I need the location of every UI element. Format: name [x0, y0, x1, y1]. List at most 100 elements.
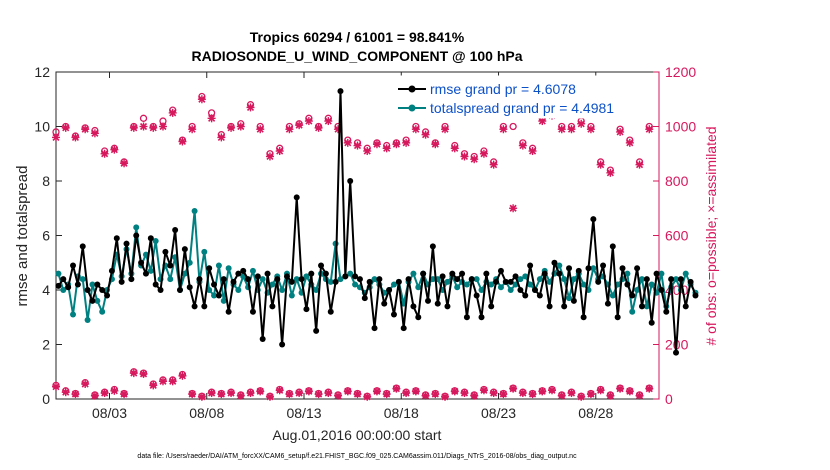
rmse-point — [128, 276, 135, 283]
rmse-point — [113, 235, 120, 242]
obs-assimilated-marker — [149, 381, 158, 390]
totalspread-point — [648, 281, 655, 288]
obs-assimilated-marker — [246, 389, 255, 398]
rmse-point — [600, 262, 607, 269]
x-tick-label: 08/23 — [481, 405, 516, 421]
totalspread-point — [478, 287, 485, 293]
rmse-point — [104, 292, 111, 299]
totalspread-point — [410, 270, 417, 277]
obs-assimilated-marker — [625, 387, 634, 396]
rmse-point — [570, 297, 577, 304]
obs-assimilated-marker — [411, 387, 420, 396]
totalspread-point — [673, 276, 680, 283]
obs-assimilated-marker — [81, 125, 90, 134]
obs-assimilated-marker — [178, 371, 187, 380]
rmse-point — [629, 292, 636, 299]
rmse-point — [191, 303, 198, 310]
rmse-point — [167, 262, 174, 269]
rmse-point — [245, 276, 252, 283]
rmse-point — [259, 336, 266, 343]
obs-assimilated-marker — [499, 125, 508, 134]
rmse-point — [235, 270, 242, 277]
obs-assimilated-marker — [616, 127, 625, 136]
rmse-point — [79, 243, 86, 250]
left-tick-label: 12 — [34, 64, 50, 80]
totalspread-point — [561, 276, 568, 283]
obs-assimilated-marker — [227, 389, 236, 398]
obs-assimilated-marker — [120, 159, 129, 168]
obs-assimilated-marker — [586, 390, 595, 399]
totalspread-point — [70, 311, 77, 318]
x-tick-label: 08/08 — [189, 405, 224, 421]
totalspread-point — [638, 276, 645, 283]
obs-assimilated-marker — [197, 392, 206, 401]
rmse-point — [580, 314, 587, 321]
totalspread-point — [288, 292, 295, 299]
obs-assimilated-marker — [168, 377, 177, 386]
rmse-point — [677, 276, 684, 283]
obs-assimilated-marker — [149, 123, 158, 132]
rmse-point — [298, 276, 305, 283]
rmse-point — [381, 300, 388, 307]
obs-assimilated-marker — [577, 119, 586, 128]
rmse-point — [624, 281, 631, 288]
obs-assimilated-marker — [110, 145, 119, 154]
totalspread-point — [84, 316, 91, 323]
totalspread-point — [327, 278, 334, 285]
y-axis-label-left: rmse and totalspread — [14, 166, 31, 307]
left-tick-label: 0 — [42, 391, 50, 407]
totalspread-point — [313, 287, 320, 293]
rmse-point — [653, 270, 660, 277]
totalspread-point — [463, 281, 470, 288]
rmse-point — [405, 276, 412, 283]
rmse-point — [566, 265, 573, 272]
plot-area — [55, 71, 660, 400]
obs-assimilated-marker — [81, 380, 90, 389]
obs-assimilated-marker — [372, 140, 381, 149]
rmse-point — [522, 292, 529, 299]
rmse-point — [502, 278, 509, 285]
rmse-point — [668, 276, 675, 283]
rmse-point — [371, 325, 378, 332]
totalspread-point — [522, 273, 529, 280]
obs-assimilated-marker — [61, 123, 70, 132]
obs-assimilated-marker — [635, 160, 644, 169]
rmse-point — [342, 273, 349, 280]
totalspread-point — [303, 273, 310, 280]
obs-assimilated-marker — [421, 130, 430, 139]
left-tick-label: 8 — [42, 173, 50, 189]
x-axis: 08/03 08/08 08/13 08/18 08/23 08/28 — [92, 72, 614, 421]
rmse-point — [390, 311, 397, 318]
left-tick-label: 4 — [42, 282, 50, 298]
totalspread-point — [347, 270, 354, 277]
rmse-point — [575, 267, 582, 274]
obs-assimilated-marker — [450, 387, 459, 396]
rmse-point — [313, 327, 320, 334]
obs-assimilated-marker — [129, 123, 138, 132]
right-tick-label: 1200 — [665, 64, 696, 80]
legend: rmse grand pr = 4.6078 totalspread grand… — [393, 75, 649, 119]
legend-spread-label: totalspread grand pr = 4.4981 — [430, 100, 614, 116]
obs-assimilated-marker — [363, 392, 372, 401]
obs-assimilated-marker — [441, 125, 450, 134]
totalspread-point — [225, 265, 232, 272]
rmse-point — [94, 281, 101, 288]
obs-assimilated-marker — [616, 384, 625, 393]
chart-title-line2: RADIOSONDE_U_WIND_COMPONENT @ 100 hPa — [191, 48, 522, 64]
obs-assimilated-marker — [295, 389, 304, 398]
rmse-point — [177, 287, 184, 293]
totalspread-point — [371, 276, 378, 283]
totalspread-point — [507, 287, 514, 293]
left-tick-label: 6 — [42, 228, 50, 244]
rmse-point — [595, 278, 602, 285]
rmse-point — [604, 300, 611, 307]
rmse-point — [454, 276, 461, 283]
obs-assimilated-marker — [518, 389, 527, 398]
obs-assimilated-marker — [411, 125, 420, 134]
rmse-point — [99, 287, 106, 293]
obs-assimilated-marker — [489, 160, 498, 169]
totalspread-point — [99, 308, 106, 315]
obs-assimilated-marker — [528, 390, 537, 399]
x-tick-label: 08/13 — [286, 405, 321, 421]
obs-assimilated-marker — [479, 149, 488, 158]
